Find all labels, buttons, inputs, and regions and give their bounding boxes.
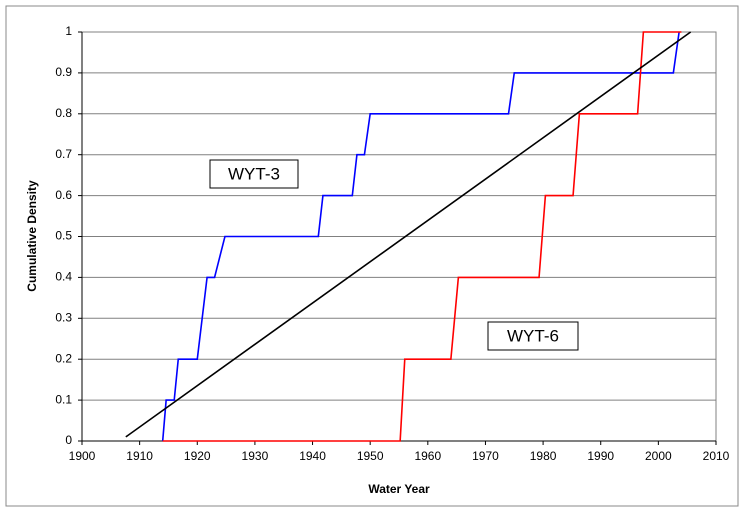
y-tick-label: 1 [65,24,72,38]
y-tick-label: 0.2 [55,351,72,365]
y-tick-label: 0.6 [55,188,72,202]
y-tick-label: 0.1 [55,392,72,406]
x-tick-label: 1910 [126,449,153,463]
x-tick-label: 1900 [69,449,96,463]
annotation-box [487,321,579,351]
x-axis-title: Water Year [368,482,430,496]
x-tick-label: 1990 [587,449,614,463]
x-tick-label: 1980 [530,449,557,463]
annotation: WYT-6 [507,326,559,345]
series-line [162,31,682,442]
y-tick-label: 0.9 [55,65,72,79]
series-line [161,31,680,442]
x-tick-label: 2010 [703,449,730,463]
series-line [125,31,692,438]
y-tick-label: 0.8 [55,106,72,120]
y-tick-label: 0.5 [55,229,72,243]
x-tick-label: 1940 [299,449,326,463]
x-tick-label: 1950 [357,449,384,463]
annotation-box [209,159,299,189]
annotation: WYT-3 [228,164,280,183]
y-tick-label: 0 [65,433,72,447]
y-axis-title: Cumulative Density [25,180,39,292]
y-tick-label: 0.7 [55,147,72,161]
x-tick-label: 1970 [472,449,499,463]
x-tick-label: 1920 [184,449,211,463]
x-tick-label: 2000 [645,449,672,463]
y-tick-label: 0.4 [55,270,72,284]
x-tick-label: 1960 [414,449,441,463]
y-tick-label: 0.3 [55,310,72,324]
x-tick-label: 1930 [242,449,269,463]
